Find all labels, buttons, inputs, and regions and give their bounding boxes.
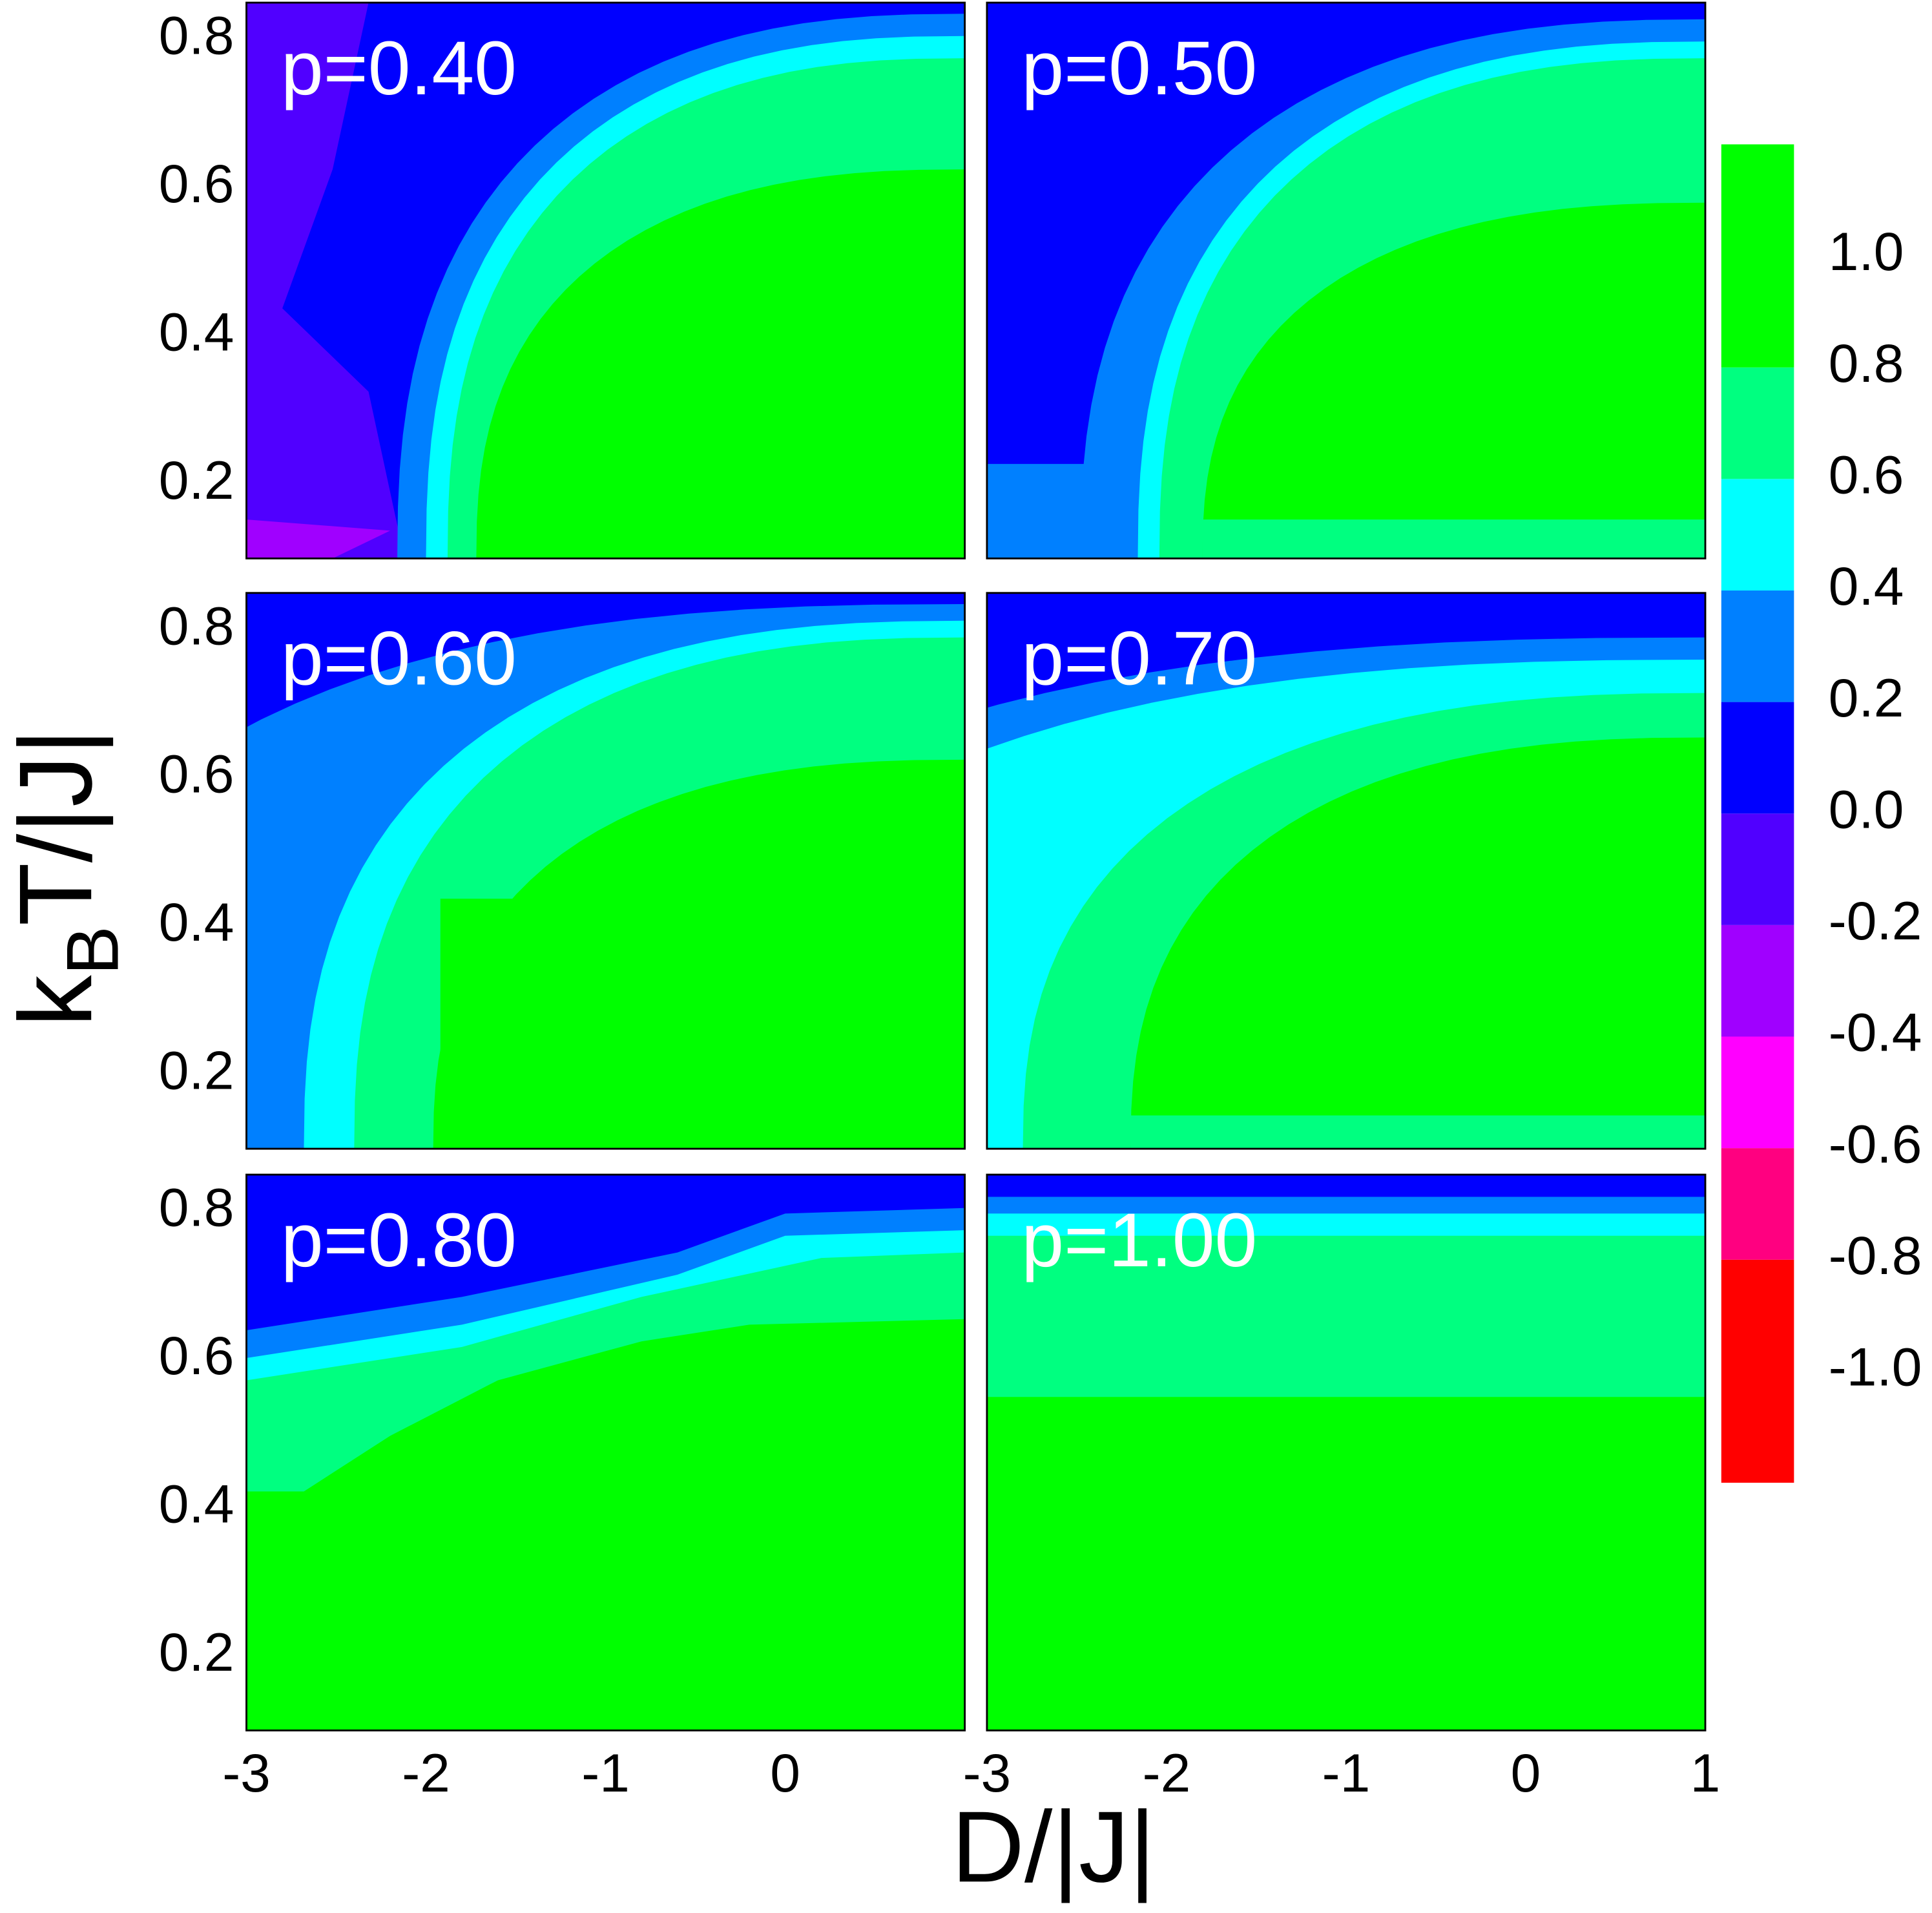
y-tick-label: 0.2 (159, 1622, 234, 1682)
contour-band (440, 898, 965, 1149)
plot-area (246, 1175, 965, 1731)
plot-frame (245, 592, 966, 1150)
x-tick-label: -3 (963, 1742, 1012, 1803)
y-tick-label: 0.8 (159, 5, 234, 66)
y-tick-label: 0.4 (159, 301, 234, 362)
colorbar-tick-label: 0.8 (1829, 333, 1904, 393)
colorbar-tick-label: -0.2 (1829, 890, 1922, 951)
colorbar-band (1721, 367, 1794, 479)
plot-frame (986, 1173, 1707, 1731)
plot-area (246, 592, 965, 1149)
contour-band (246, 1319, 965, 1731)
y-label-rest: T/|J| (0, 728, 114, 926)
colorbar-tick-label: 0.2 (1829, 667, 1904, 728)
contour-band (986, 1397, 1706, 1731)
contour-band (1130, 1115, 1706, 1149)
y-tick-label: 0.4 (159, 892, 234, 952)
panel-title: p=0.50 (1021, 26, 1257, 111)
colorbar-band (1721, 590, 1794, 702)
y-tick-label: 0.2 (159, 450, 234, 510)
x-tick-label: -3 (222, 1742, 271, 1803)
x-axis-label: D/|J| (951, 1790, 1156, 1903)
colorbar-band (1721, 1036, 1794, 1149)
colorbar-band (1721, 813, 1794, 925)
panel-title: p=1.00 (1021, 1198, 1257, 1283)
colorbar-tick-label: 0.0 (1829, 779, 1904, 839)
y-axis-label: kBT/|J| (0, 728, 134, 1027)
colorbar-tick-label: -0.6 (1829, 1113, 1922, 1174)
panel-title: p=0.80 (281, 1198, 517, 1283)
colorbar-tick-label: 0.4 (1829, 556, 1904, 616)
x-tick-label: -2 (402, 1742, 450, 1803)
colorbar-tick-label: 1.0 (1829, 221, 1904, 282)
colorbar-tick-label: -0.8 (1829, 1225, 1922, 1286)
panel-title: p=0.70 (1021, 616, 1257, 702)
y-tick-label: 0.4 (159, 1473, 234, 1534)
colorbar-band (1721, 1148, 1794, 1260)
contour-band (1202, 519, 1706, 559)
x-tick-label: -1 (581, 1742, 630, 1803)
x-tick-label: -2 (1143, 1742, 1191, 1803)
plot-frame (245, 1, 966, 559)
colorbar-band (1721, 144, 1794, 368)
contour-band (246, 519, 390, 559)
plot-frame (986, 1, 1707, 559)
y-tick-label: 0.6 (159, 1325, 234, 1386)
y-label-main: k (0, 975, 114, 1027)
colorbar-band (1721, 702, 1794, 814)
y-tick-label: 0.2 (159, 1040, 234, 1101)
contour-band (512, 475, 965, 559)
x-tick-label: -1 (1322, 1742, 1371, 1803)
y-tick-label: 0.8 (159, 1177, 234, 1238)
contour-band (246, 169, 965, 559)
colorbar-tick-label: 0.6 (1829, 444, 1904, 505)
x-tick-label: 0 (1511, 1742, 1541, 1803)
plot-area (246, 3, 965, 559)
plot-area (986, 1175, 1706, 1731)
colorbar-band (1721, 1259, 1794, 1483)
contour-band (986, 737, 1706, 1149)
contour-band (246, 3, 405, 559)
plot-area (986, 3, 1706, 559)
y-tick-label: 0.6 (159, 744, 234, 804)
plot-frame (245, 1173, 966, 1731)
contour-band (986, 202, 1706, 559)
colorbar-tick-label: -1.0 (1829, 1337, 1922, 1397)
y-label-sub: B (52, 926, 134, 975)
colorbar-band (1721, 925, 1794, 1037)
plot-area (986, 592, 1706, 1149)
x-tick-label: 1 (1690, 1742, 1721, 1803)
colorbar-tick-label: -0.4 (1829, 1002, 1922, 1063)
panel-title: p=0.40 (281, 26, 517, 111)
panel-title: p=0.60 (281, 616, 517, 702)
y-tick-label: 0.6 (159, 153, 234, 214)
plot-frame (986, 592, 1707, 1150)
x-tick-label: 0 (770, 1742, 800, 1803)
colorbar-band (1721, 479, 1794, 591)
y-tick-label: 0.8 (159, 595, 234, 656)
